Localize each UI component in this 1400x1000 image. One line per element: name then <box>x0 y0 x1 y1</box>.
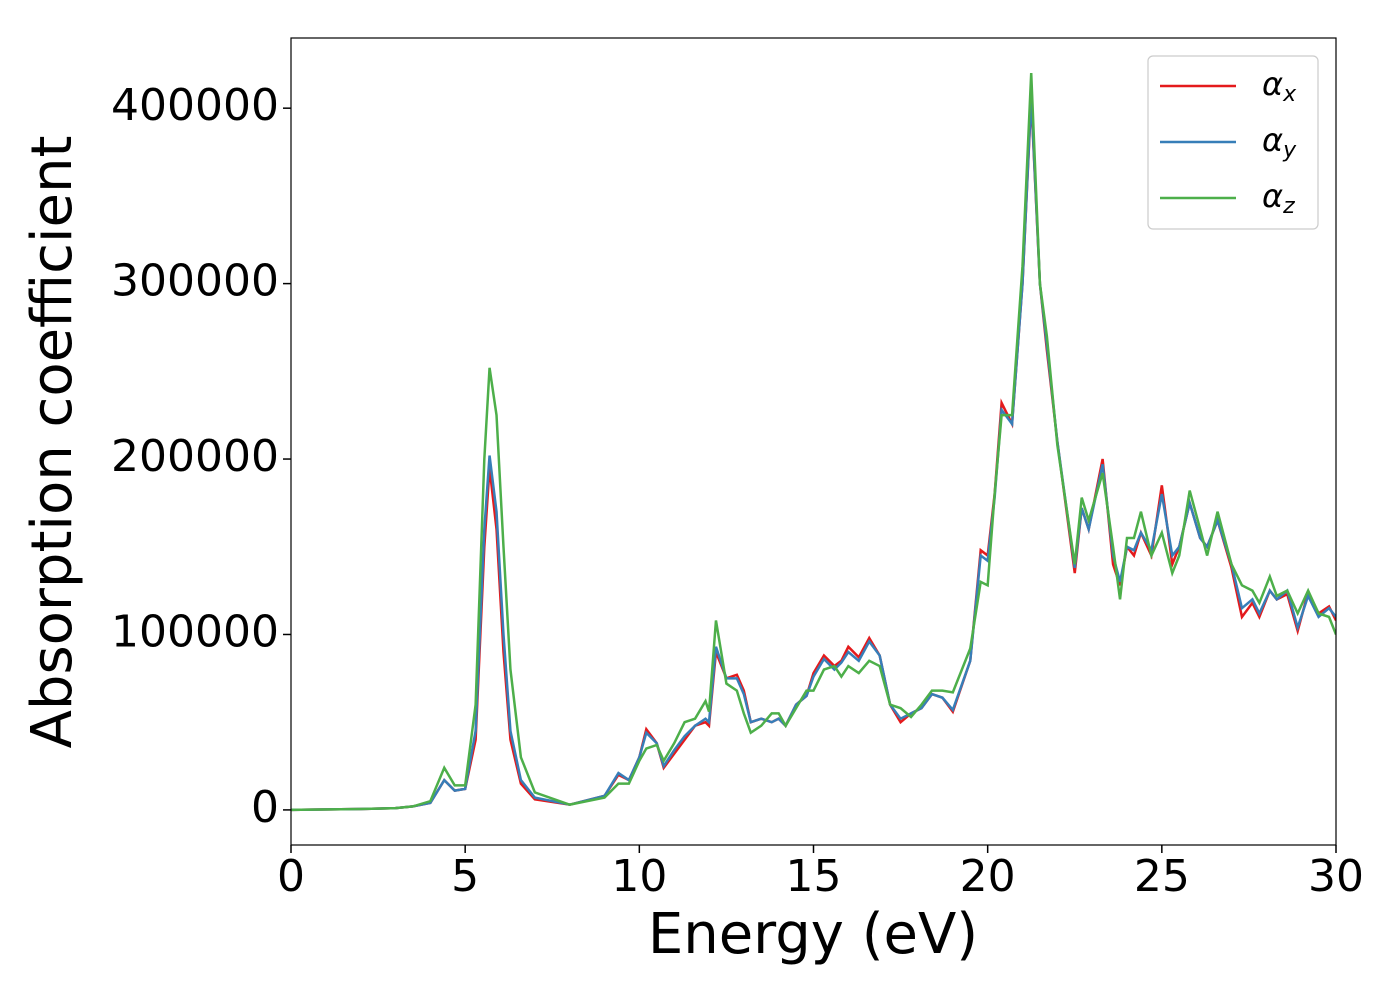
legend-label: αx <box>1262 65 1297 107</box>
y-axis-label: Absorption coefficient <box>20 136 85 749</box>
x-tick-label: 15 <box>786 851 842 902</box>
x-axis-label: Energy (eV) <box>648 902 978 967</box>
x-tick-label: 25 <box>1134 851 1190 902</box>
x-tick-label: 0 <box>277 851 305 902</box>
y-tick-label: 0 <box>251 782 279 833</box>
y-tick-label: 100000 <box>111 606 279 657</box>
y-tick-label: 400000 <box>111 80 279 131</box>
x-tick-label: 20 <box>960 851 1016 902</box>
x-tick-label: 5 <box>451 851 479 902</box>
legend-label: αy <box>1262 121 1297 163</box>
x-tick-label: 30 <box>1308 851 1364 902</box>
y-tick-label: 300000 <box>111 256 279 307</box>
x-tick-label: 10 <box>611 851 667 902</box>
plot-frame <box>290 37 1337 846</box>
line-series <box>291 73 1336 812</box>
legend-label: αz <box>1262 177 1295 219</box>
y-tick-label: 200000 <box>111 431 279 482</box>
